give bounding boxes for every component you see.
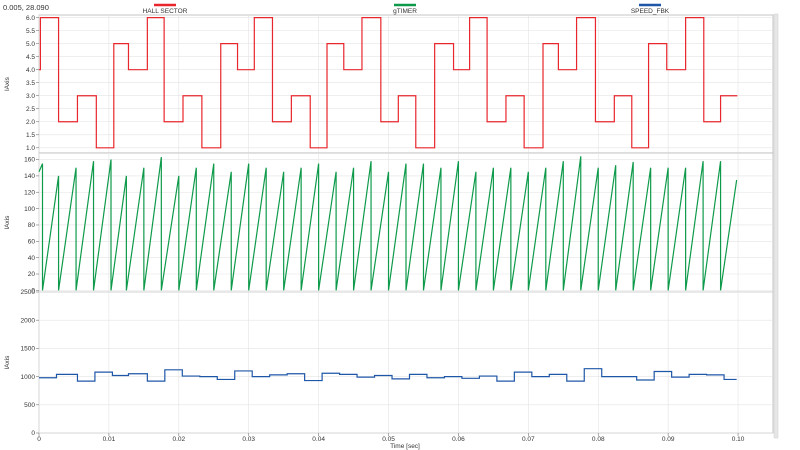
x-tick-label: 0.05 [382,436,395,443]
time-axis: 0 0.01 0.02 0.03 0.04 0.05 0.06 0.07 0.08 0.09 0.1… [37,433,745,450]
y-tick-label: 60 [28,239,36,246]
y-tick-label: 1.0 [26,145,35,152]
gtimer-panel: 0 20 40 60 80 100 120 140 160 lAxis [4,152,774,295]
legend-entry[interactable]: SPEED_FBK [631,3,670,15]
speed-fbk-panel: 0 500 1000 1500 2000 2500 lAxis [4,289,774,437]
y-tick-label: 4.0 [26,67,35,74]
plot-area [38,14,774,154]
x-tick-label: 0.10 [732,436,745,443]
y-tick-label: 2.0 [26,119,35,126]
hall-sector-panel: 1.0 1.5 2.0 2.5 3.0 3.5 4.0 4.5 5.0 5.5 6.0 lAxis [4,14,774,154]
y-tick-label: 140 [24,173,35,180]
y-tick-label: 1.5 [26,132,35,139]
y-tick-label: 6.0 [26,15,35,22]
y-tick-label: 3.0 [26,93,35,100]
legend-entry[interactable]: gTIMER [393,3,417,15]
y-tick-label: 0 [31,288,35,295]
legend-label: gTIMER [393,8,417,15]
y-tick-label: 1000 [21,374,36,381]
x-tick-label: 0.06 [452,436,465,443]
y-tick-label: 4.5 [26,54,35,61]
y-axis-label: lAxis [4,215,11,229]
legend-entry[interactable]: HALL SECTOR [143,3,188,15]
series-line [38,156,738,291]
legend: HALL SECTOR gTIMER SPEED_FBK [143,3,670,15]
y-tick-label: 100 [24,206,35,213]
y-tick-label: 0 [31,430,35,437]
y-axis-label: lAxis [4,76,11,90]
y-tick-label: 120 [24,189,35,196]
y-tick-label: 5.0 [26,41,35,48]
y-tick-label: 20 [28,271,36,278]
y-tick-label: 160 [24,157,35,164]
cursor-readout: 0.005, 28.090 [3,3,49,12]
x-tick-label: 0 [37,436,41,443]
y-tick-label: 1500 [21,346,36,353]
plot-area [38,291,774,434]
x-tick-label: 0.01 [103,436,116,443]
series-line [39,368,737,382]
y-tick-label: 2000 [21,317,36,324]
x-tick-label: 0.04 [312,436,325,443]
x-tick-label: 0.08 [592,436,605,443]
legend-label: HALL SECTOR [143,8,188,15]
y-tick-label: 80 [28,222,36,229]
y-axis-label: lAxis [4,355,11,369]
x-tick-label: 0.07 [522,436,535,443]
y-tick-label: 2.5 [26,106,35,113]
vertical-scrollbar[interactable] [773,13,779,439]
x-axis-label: Time [sec] [390,443,420,450]
y-tick-label: 2500 [21,289,36,296]
y-tick-label: 40 [28,255,36,262]
x-tick-label: 0.03 [242,436,255,443]
legend-label: SPEED_FBK [631,8,670,15]
y-tick-label: 3.5 [26,80,35,87]
y-tick-label: 500 [24,402,35,409]
series-line [39,17,738,149]
x-tick-label: 0.09 [662,436,675,443]
x-tick-label: 0.02 [172,436,185,443]
y-tick-label: 5.5 [26,28,35,35]
